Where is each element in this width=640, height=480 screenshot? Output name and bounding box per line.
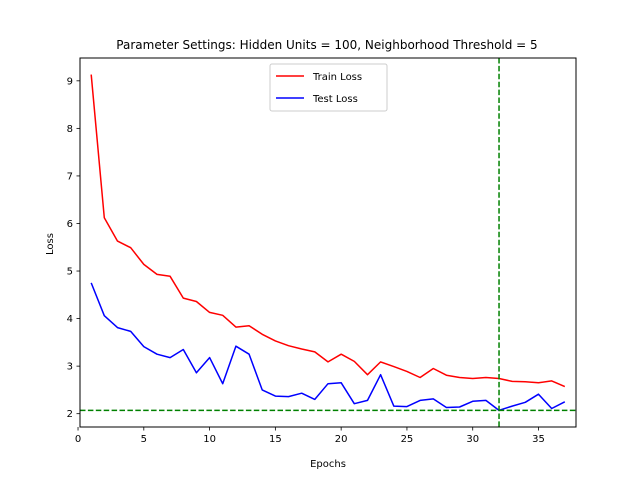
- x-tick-label: 15: [269, 434, 282, 445]
- y-tick-label: 7: [67, 171, 73, 182]
- x-tick-label: 5: [141, 434, 147, 445]
- x-tick-label: 25: [401, 434, 414, 445]
- x-tick-label: 20: [335, 434, 348, 445]
- y-tick-label: 8: [67, 124, 73, 135]
- y-tick-label: 9: [67, 76, 73, 87]
- y-tick-label: 6: [67, 219, 73, 230]
- reference-lines: [80, 58, 576, 427]
- y-axis-label: Loss: [45, 233, 56, 255]
- x-axis-label: Epochs: [310, 459, 346, 470]
- series-line-0: [90, 74, 566, 388]
- legend-label: Test Loss: [312, 94, 358, 105]
- x-tick-label: 35: [532, 434, 545, 445]
- y-tick-label: 5: [67, 267, 73, 278]
- x-tick-label: 0: [75, 434, 81, 445]
- series-line-1: [90, 282, 566, 412]
- y-tick-label: 2: [67, 409, 73, 420]
- x-tick-label: 10: [203, 434, 216, 445]
- legend: Train Loss Test Loss: [269, 63, 388, 112]
- y-tick-label: 3: [67, 362, 73, 373]
- y-tick-label: 4: [67, 314, 73, 325]
- x-tick-label: 30: [466, 434, 479, 445]
- chart-title: Parameter Settings: Hidden Units = 100, …: [116, 38, 537, 52]
- x-axis-ticks: 0 5 10 15 20 25 30 35: [75, 427, 545, 445]
- y-axis-ticks: 2 3 4 5 6 7 8 9: [67, 76, 80, 420]
- legend-label: Train Loss: [312, 72, 362, 83]
- plot-frame: [79, 57, 577, 428]
- plot-lines: [90, 74, 566, 412]
